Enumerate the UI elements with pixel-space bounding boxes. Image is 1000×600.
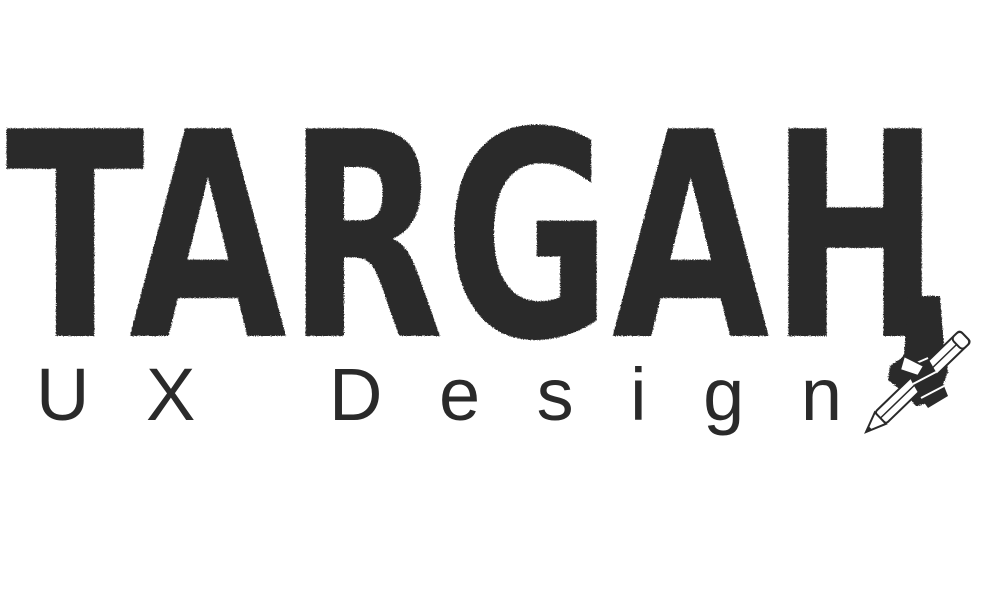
tagline: UX Design: [36, 353, 842, 436]
wordmark: TARGAH: [6, 72, 941, 404]
hand-holding-pencil-icon: [864, 296, 971, 434]
fingers-shape: [898, 354, 948, 408]
